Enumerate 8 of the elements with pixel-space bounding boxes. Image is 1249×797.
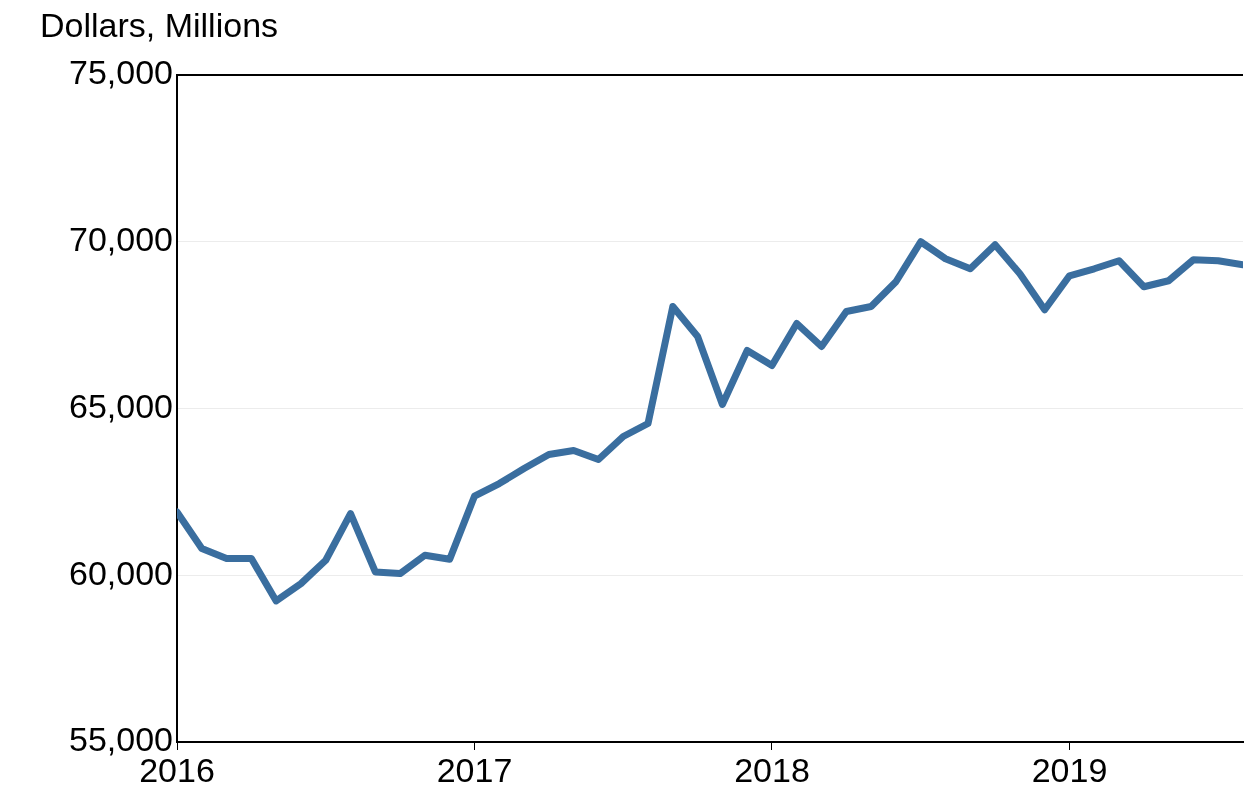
y-axis-title: Dollars, Millions	[40, 6, 279, 45]
x-tick-label: 2019	[1031, 750, 1108, 789]
x-tick-label: 2017	[436, 750, 513, 789]
y-tick-label: 70,000	[69, 220, 173, 259]
y-tick-label: 65,000	[69, 386, 173, 425]
x-tick-label: 2018	[734, 750, 810, 789]
y-tick-label: 60,000	[69, 553, 173, 592]
y-tick-label: 75,000	[69, 53, 173, 92]
